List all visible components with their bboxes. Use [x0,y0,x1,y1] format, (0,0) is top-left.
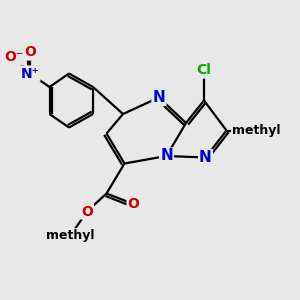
Text: O: O [81,205,93,218]
Text: N⁺: N⁺ [21,67,39,80]
Text: methyl: methyl [232,124,281,137]
Text: methyl: methyl [46,229,95,242]
Text: Cl: Cl [196,64,211,77]
Text: N: N [153,90,165,105]
Text: N: N [199,150,212,165]
Text: methyl: methyl [232,124,281,137]
Text: O⁻: O⁻ [4,50,23,64]
Text: N: N [160,148,173,164]
Text: O: O [24,46,36,59]
Text: O: O [128,197,140,211]
